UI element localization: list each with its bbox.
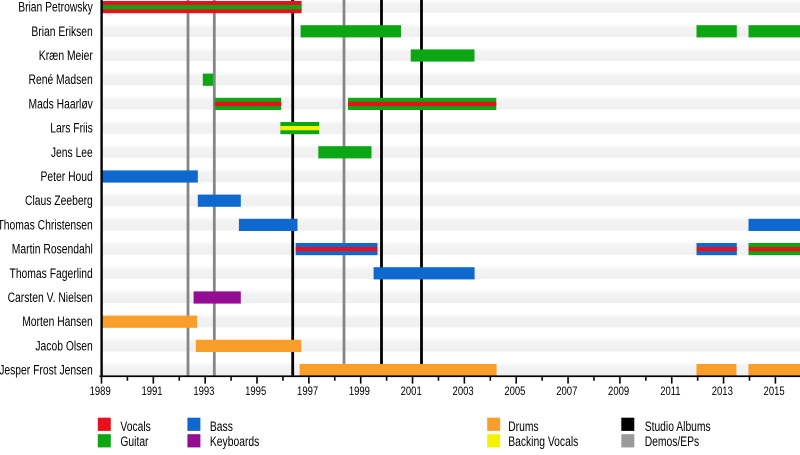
svg-text:Peter Houd: Peter Houd [41,169,93,185]
svg-text:Demos/EPs: Demos/EPs [645,434,700,450]
svg-text:Jacob Olsen: Jacob Olsen [35,338,92,354]
svg-text:Claus Zeeberg: Claus Zeeberg [25,193,93,209]
svg-text:Drums: Drums [508,419,538,435]
svg-text:2009: 2009 [608,385,629,398]
svg-text:Martin Rosendahl: Martin Rosendahl [12,242,93,258]
svg-text:Studio Albums: Studio Albums [645,419,711,435]
svg-text:1999: 1999 [349,385,370,398]
svg-text:Carsten V. Nielsen: Carsten V. Nielsen [8,290,93,306]
svg-text:Morten Hansen: Morten Hansen [22,314,93,330]
svg-text:Kræn Meier: Kræn Meier [39,48,93,64]
svg-text:1993: 1993 [193,385,214,398]
svg-text:Mads Haarløv: Mads Haarløv [29,96,94,112]
svg-text:2007: 2007 [556,385,577,398]
svg-text:Thomas Fagerlind: Thomas Fagerlind [10,266,93,282]
svg-text:Bass: Bass [210,419,233,435]
svg-text:Brian Petrowsky: Brian Petrowsky [18,0,93,16]
svg-text:Jens Lee: Jens Lee [51,145,93,161]
svg-text:2013: 2013 [712,385,733,398]
svg-text:2005: 2005 [504,385,525,398]
svg-text:2001: 2001 [401,385,422,398]
svg-text:Lars Friis: Lars Friis [50,121,93,137]
svg-text:Vocals: Vocals [120,419,150,435]
svg-text:Keyboards: Keyboards [210,434,259,450]
svg-text:2003: 2003 [453,385,474,398]
svg-text:Thomas Christensen: Thomas Christensen [0,217,93,233]
svg-text:2011: 2011 [660,385,680,398]
svg-text:1997: 1997 [297,385,318,398]
svg-text:Brian Eriksen: Brian Eriksen [31,24,92,40]
svg-text:1989: 1989 [90,385,111,398]
svg-text:1995: 1995 [245,385,266,398]
svg-text:2015: 2015 [764,385,785,398]
svg-text:Backing Vocals: Backing Vocals [508,434,578,450]
svg-text:René Madsen: René Madsen [29,72,93,88]
svg-text:Jesper Frost Jensen: Jesper Frost Jensen [0,363,93,379]
svg-text:1991: 1991 [141,385,162,398]
svg-text:Guitar: Guitar [120,434,148,450]
